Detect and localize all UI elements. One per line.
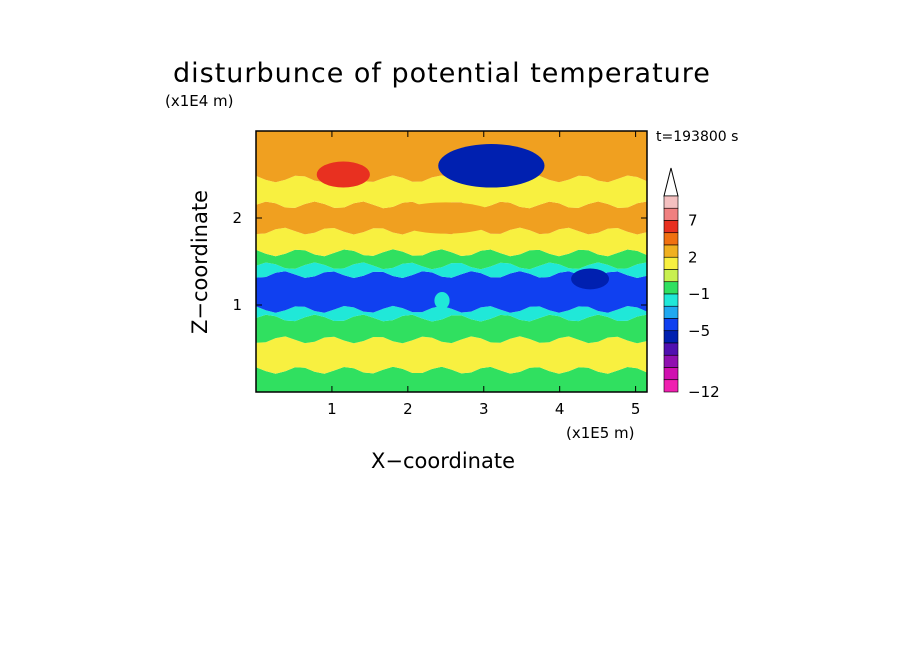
y-tick-label: 2 — [232, 209, 242, 227]
colorbar-swatch — [663, 293, 679, 307]
x-axis-label: X−coordinate — [371, 449, 515, 473]
colorbar-swatch — [663, 256, 679, 270]
colorbar-swatch — [663, 342, 679, 356]
contour-band — [256, 227, 647, 257]
x-tick-label: 2 — [403, 400, 413, 418]
colorbar-swatch — [663, 379, 679, 393]
colorbar: 7 2 −1 −5 −12 — [663, 167, 720, 401]
contour-band — [256, 262, 647, 278]
x-tick-label: 1 — [327, 400, 337, 418]
colorbar-swatch — [663, 207, 679, 221]
contour-band — [256, 336, 647, 374]
x-tick-label: 5 — [631, 400, 641, 418]
y-axis-unit: (x1E4 m) — [165, 92, 234, 110]
y-tick-label: 1 — [232, 296, 242, 314]
y-axis: 12 — [232, 209, 647, 314]
colorbar-swatch — [663, 220, 679, 234]
contour-feature — [571, 268, 610, 290]
colorbar-label: −12 — [688, 383, 720, 401]
contour-feature — [434, 291, 450, 310]
colorbar-swatch — [663, 232, 679, 246]
colorbar-label: −5 — [688, 322, 710, 340]
x-axis-unit: (x1E5 m) — [566, 424, 635, 442]
x-tick-label: 4 — [555, 400, 565, 418]
colorbar-swatch — [663, 195, 679, 209]
x-axis: 1 2 3 4 5 — [327, 131, 640, 418]
colorbar-swatch — [663, 305, 679, 319]
plot-frame — [255, 130, 648, 393]
x-tick-label: 3 — [479, 400, 489, 418]
colorbar-swatch — [663, 318, 679, 332]
colorbar-label: 2 — [688, 248, 698, 266]
contour-band — [256, 249, 647, 270]
contour-band — [256, 314, 647, 344]
contour-feature — [438, 144, 545, 188]
contour-band — [256, 366, 647, 392]
colorbar-swatch — [663, 244, 679, 258]
contour-band — [256, 305, 647, 322]
colorbar-arrow — [663, 167, 679, 197]
contour-feature — [316, 161, 370, 188]
contour-field — [256, 131, 647, 392]
contour-feature — [392, 202, 499, 234]
colorbar-swatch — [663, 281, 679, 295]
colorbar-swatch — [663, 269, 679, 283]
colorbar-swatch — [663, 354, 679, 368]
colorbar-swatch — [663, 330, 679, 344]
contour-band — [256, 271, 647, 313]
colorbar-label: −1 — [688, 285, 710, 303]
chart-title: disturbunce of potential temperature — [173, 58, 711, 89]
colorbar-label: 7 — [688, 212, 698, 230]
time-label: t=193800 s — [656, 129, 739, 145]
colorbar-swatch — [663, 367, 679, 381]
